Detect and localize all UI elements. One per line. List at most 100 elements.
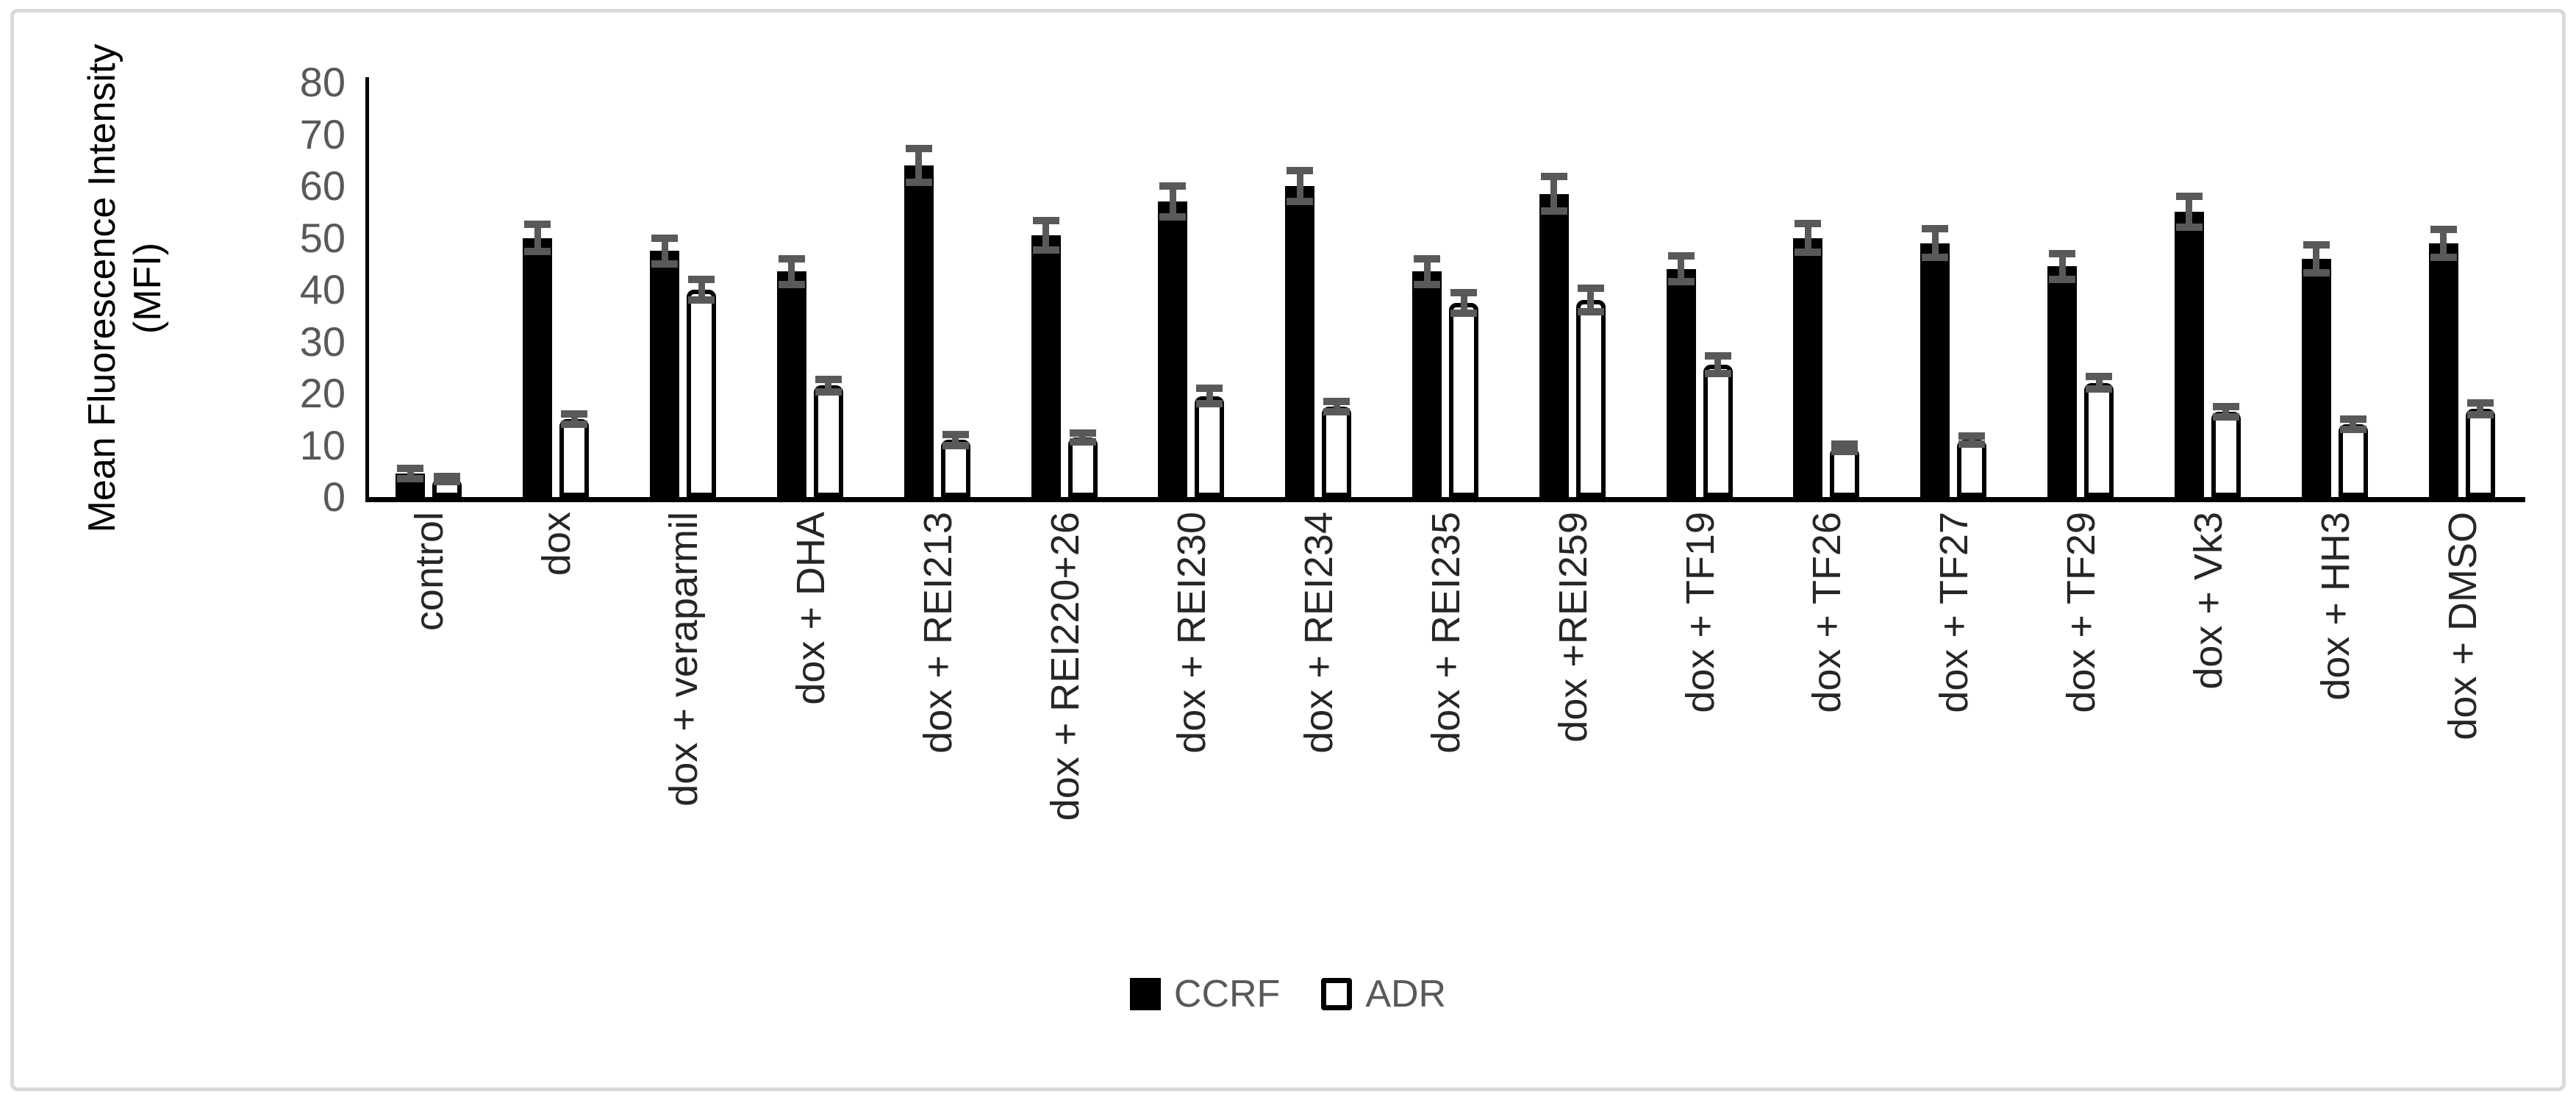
x-axis-line [365, 497, 2525, 502]
legend-label-adr: ADR [1365, 973, 1447, 1015]
error-bar-line-ccrf-5 [1042, 220, 1050, 251]
bar-adr-16 [2465, 409, 2495, 497]
bar-ccrf-16 [2428, 243, 2458, 497]
y-axis-title-line2: (MFI) [126, 242, 169, 335]
bar-adr-10 [1703, 365, 1733, 497]
error-bar-cap-top-adr-16 [2466, 399, 2494, 407]
bar-adr-13 [2084, 382, 2114, 497]
bar-ccrf-10 [1666, 268, 1696, 497]
bar-adr-7 [1322, 406, 1352, 497]
error-bar-cap-bottom-adr-16 [2466, 410, 2494, 418]
error-bar-line-adr-5 [1079, 433, 1087, 442]
bar-adr-1 [559, 419, 590, 497]
error-bar-cap-top-adr-11 [1831, 440, 1858, 449]
bar-ccrf-6 [1158, 201, 1188, 497]
error-bar-cap-top-adr-14 [2212, 402, 2239, 410]
bar-adr-15 [2338, 424, 2368, 497]
y-tick-label: 40 [299, 266, 346, 312]
error-bar-cap-bottom-ccrf-14 [2175, 224, 2203, 232]
error-bar-line-ccrf-7 [1296, 170, 1303, 202]
error-bar-cap-top-adr-7 [1323, 397, 1350, 405]
bar-adr-3 [813, 385, 843, 497]
error-bar-line-ccrf-9 [1550, 176, 1558, 211]
error-bar-line-ccrf-1 [534, 224, 541, 251]
error-bar-line-adr-9 [1587, 288, 1595, 312]
y-axis-line [365, 77, 369, 497]
error-bar-cap-bottom-ccrf-2 [651, 260, 679, 268]
error-bar-cap-bottom-ccrf-15 [2303, 268, 2330, 276]
bar-adr-5 [1067, 437, 1098, 497]
bar-ccrf-8 [1412, 271, 1442, 497]
error-bar-line-ccrf-4 [915, 148, 923, 183]
bar-ccrf-3 [776, 271, 806, 497]
error-bar-line-adr-7 [1333, 401, 1340, 412]
bar-ccrf-11 [1793, 238, 1823, 497]
y-tick-label: 20 [299, 370, 346, 416]
y-tick-label: 80 [299, 59, 346, 105]
error-bar-cap-bottom-adr-11 [1831, 447, 1858, 455]
error-bar-cap-top-ccrf-0 [397, 465, 424, 473]
y-tick-label: 70 [299, 110, 346, 157]
error-bar-cap-top-ccrf-16 [2430, 225, 2457, 233]
error-bar-cap-bottom-adr-12 [1958, 440, 1986, 449]
error-bar-cap-bottom-ccrf-10 [1667, 278, 1695, 286]
error-bar-cap-bottom-adr-9 [1577, 308, 1604, 316]
y-tick-label: 0 [322, 474, 346, 520]
bar-adr-9 [1575, 300, 1606, 497]
error-bar-cap-top-adr-8 [1450, 288, 1477, 296]
error-bar-line-adr-14 [2222, 406, 2230, 417]
error-bar-line-ccrf-12 [1931, 228, 1939, 258]
y-tick-label: 50 [299, 214, 346, 261]
error-bar-line-adr-2 [698, 279, 705, 301]
error-bar-cap-top-ccrf-4 [905, 144, 932, 152]
error-bar-cap-top-ccrf-13 [2049, 249, 2076, 257]
bar-ccrf-15 [2301, 258, 2331, 497]
error-bar-line-ccrf-0 [407, 468, 414, 479]
error-bar-cap-bottom-adr-6 [1196, 400, 1223, 408]
chart-frame [10, 9, 2566, 1091]
x-category-label-13: dox + TF29 [2059, 512, 2104, 713]
x-category-label-5: dox + REI220+26 [1042, 512, 1087, 821]
error-bar-cap-top-ccrf-15 [2303, 240, 2330, 249]
error-bar-cap-bottom-adr-1 [561, 421, 588, 429]
adr-swatch-icon [1321, 978, 1353, 1010]
x-category-label-4: dox + REI213 [915, 512, 960, 754]
error-bar-line-ccrf-14 [2186, 196, 2193, 228]
error-bar-line-ccrf-6 [1169, 186, 1176, 218]
bar-ccrf-7 [1285, 186, 1315, 497]
error-bar-cap-bottom-adr-10 [1704, 370, 1731, 378]
error-bar-cap-bottom-ccrf-3 [778, 280, 805, 288]
x-category-label-6: dox + REI230 [1170, 512, 1214, 754]
error-bar-line-adr-1 [570, 414, 578, 425]
error-bar-cap-bottom-adr-8 [1450, 309, 1477, 317]
error-bar-cap-top-adr-2 [688, 275, 715, 283]
x-category-label-0: control [407, 512, 452, 632]
error-bar-line-ccrf-16 [2440, 229, 2447, 257]
error-bar-cap-bottom-adr-14 [2212, 413, 2239, 421]
error-bar-line-ccrf-8 [1423, 258, 1431, 285]
error-bar-cap-top-ccrf-2 [651, 234, 679, 242]
error-bar-cap-bottom-ccrf-1 [524, 247, 551, 255]
x-category-label-14: dox + Vk3 [2186, 512, 2230, 690]
error-bar-cap-top-adr-4 [942, 431, 969, 439]
error-bar-line-adr-4 [952, 435, 959, 446]
x-category-label-9: dox +REI259 [1550, 512, 1595, 743]
error-bar-line-adr-8 [1460, 292, 1467, 313]
ccrf-swatch-icon [1129, 978, 1161, 1010]
error-bar-cap-bottom-ccrf-13 [2049, 275, 2076, 283]
x-category-label-2: dox + veraparmil [662, 512, 706, 807]
error-bar-line-ccrf-3 [788, 258, 795, 285]
error-bar-line-adr-15 [2350, 419, 2357, 430]
error-bar-cap-bottom-ccrf-9 [1540, 207, 1567, 215]
error-bar-cap-top-adr-3 [815, 375, 842, 383]
x-category-label-1: dox [534, 512, 579, 576]
error-bar-line-adr-6 [1206, 388, 1213, 404]
error-bar-cap-top-adr-5 [1069, 429, 1096, 438]
bar-adr-8 [1449, 302, 1478, 497]
error-bar-cap-top-adr-6 [1196, 384, 1223, 392]
x-category-label-15: dox + HH3 [2313, 512, 2358, 701]
x-category-label-12: dox + TF27 [1932, 512, 1977, 713]
error-bar-cap-bottom-ccrf-16 [2430, 253, 2457, 261]
y-axis-title: Mean Fluorescence Intensity (MFI) [79, 44, 171, 533]
error-bar-cap-top-adr-9 [1577, 284, 1604, 292]
